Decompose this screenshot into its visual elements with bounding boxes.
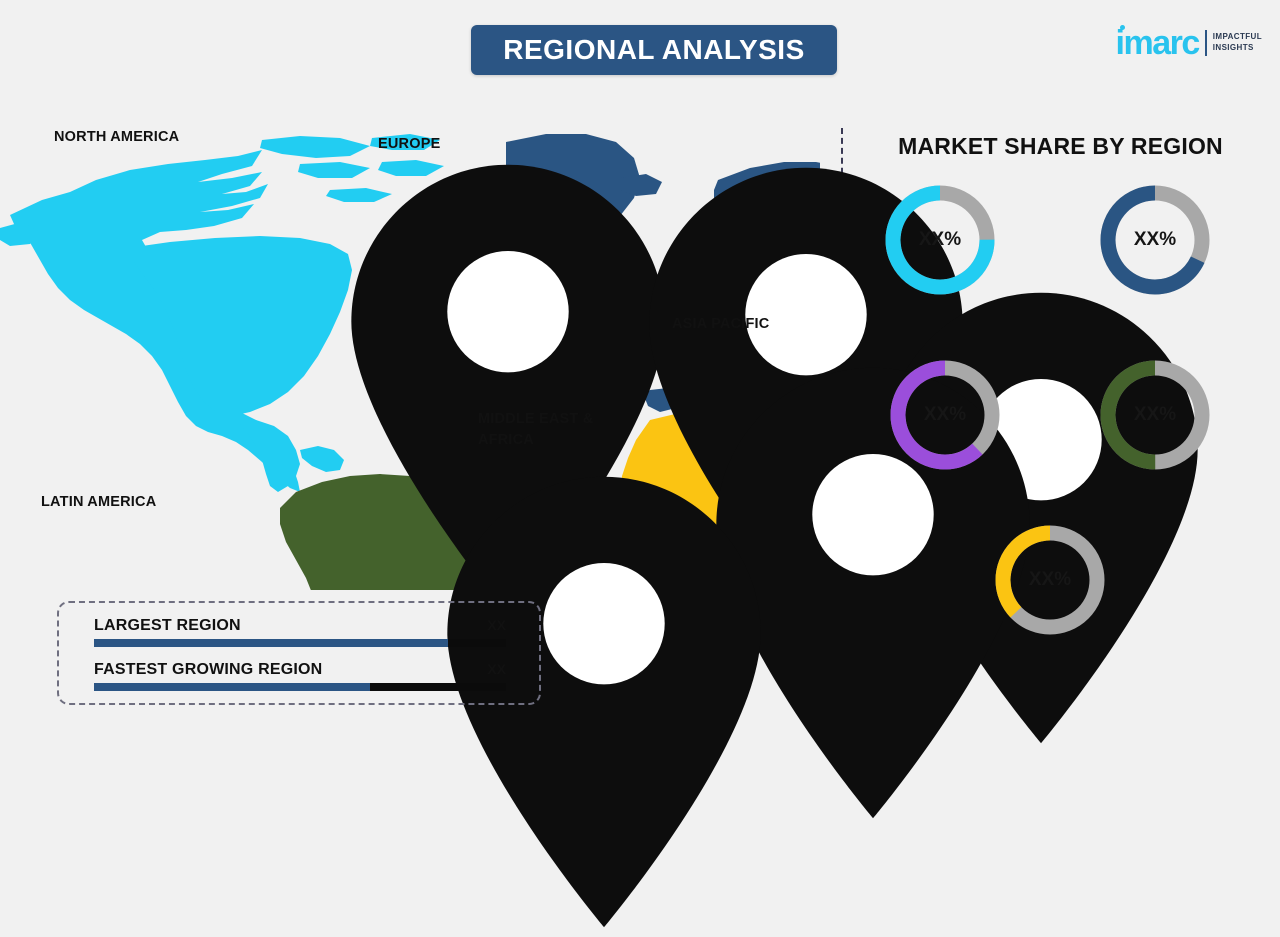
legend-bar-fill-fastest-growing-region [94,683,371,691]
legend-box: LARGEST REGION XX FASTEST GROWING REGION… [57,601,541,705]
map-label-middle-east-africa: MIDDLE EAST & AFRICA [478,411,594,449]
legend-bar-fastest-growing-region [94,683,506,691]
logo-wordmark: imarc [1115,24,1201,62]
map-label-north-america: NORTH AMERICA [54,129,180,145]
logo-tagline-line2: INSIGHTS [1212,43,1254,52]
legend-row-fastest-growing-region: FASTEST GROWING REGION XX [94,661,506,705]
map-label-latin-america: LATIN AMERICA [41,494,157,510]
donut-asia-pacific[interactable]: XX% [885,355,1005,475]
legend-label-fastest-growing-region: FASTEST GROWING REGION [94,661,323,678]
world-map [0,120,1198,928]
legend-row-largest-region: LARGEST REGION XX [94,617,506,661]
logo-word-text: imarc [1115,24,1201,62]
logo-tagline-line1: IMPACTFUL [1212,32,1262,42]
panel-title: MARKET SHARE BY REGION [898,133,1223,159]
donut-north-america[interactable]: XX% [880,180,1000,300]
logo-divider [1204,30,1207,56]
donut-latin-america[interactable]: XX% [1095,355,1215,475]
legend-value-fastest-growing-region: XX [487,661,506,677]
legend-label-largest-region: LARGEST REGION [94,617,241,634]
pin-middle-east-africa[interactable] [463,358,1280,828]
legend-value-largest-region: XX [487,617,506,633]
donut-europe[interactable]: XX% [1095,180,1215,300]
imarc-logo: imarc IMPACTFUL INSIGHTS [1116,22,1262,64]
donut-chart-group: XX% XX% XX% XX% XX% [855,180,1265,680]
map-region-north-america [0,134,444,492]
map-label-asia-pacific: ASIA PACIFIC [672,316,770,332]
logo-tagline: IMPACTFUL INSIGHTS [1213,32,1262,54]
legend-bar-largest-region [94,639,506,647]
logo-dot-icon [1119,25,1125,30]
legend-bar-fill-largest-region [94,639,449,647]
donut-middle-east-africa[interactable]: XX% [990,520,1110,640]
page-title-banner: REGIONAL ANALYSIS [471,25,837,75]
page-title: REGIONAL ANALYSIS [503,34,805,65]
map-label-europe: EUROPE [378,136,441,152]
